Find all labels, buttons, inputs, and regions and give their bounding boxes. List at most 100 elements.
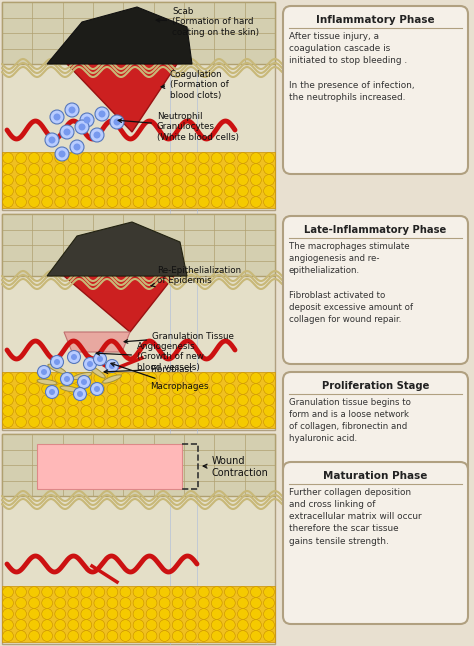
Circle shape [120, 384, 131, 395]
Polygon shape [67, 64, 177, 132]
Circle shape [251, 598, 261, 609]
Circle shape [133, 152, 144, 163]
Circle shape [94, 174, 105, 185]
Circle shape [42, 417, 53, 428]
Circle shape [133, 185, 144, 196]
Circle shape [55, 620, 65, 630]
Circle shape [264, 395, 274, 406]
Circle shape [120, 395, 131, 406]
Circle shape [172, 630, 183, 641]
Circle shape [60, 125, 74, 139]
Circle shape [264, 609, 274, 620]
Circle shape [55, 174, 65, 185]
Circle shape [185, 609, 196, 620]
Circle shape [107, 620, 118, 630]
Circle shape [94, 185, 105, 196]
Circle shape [81, 196, 91, 207]
Text: Macrophages: Macrophages [111, 363, 209, 391]
Circle shape [146, 196, 157, 207]
Circle shape [172, 609, 183, 620]
Circle shape [78, 375, 91, 388]
Circle shape [225, 384, 235, 395]
Circle shape [146, 395, 157, 406]
Polygon shape [64, 276, 174, 332]
Circle shape [146, 384, 157, 395]
Circle shape [198, 609, 209, 620]
Circle shape [185, 395, 196, 406]
Circle shape [133, 620, 144, 630]
Polygon shape [47, 7, 192, 64]
Circle shape [211, 598, 222, 609]
Circle shape [107, 417, 118, 428]
Circle shape [65, 103, 79, 117]
Circle shape [211, 196, 222, 207]
Circle shape [81, 174, 91, 185]
Circle shape [237, 384, 248, 395]
Circle shape [172, 185, 183, 196]
Circle shape [146, 185, 157, 196]
Circle shape [42, 587, 53, 598]
Circle shape [185, 384, 196, 395]
Circle shape [159, 152, 170, 163]
Circle shape [2, 395, 13, 406]
FancyBboxPatch shape [283, 462, 468, 624]
Circle shape [120, 163, 131, 174]
Circle shape [81, 406, 91, 417]
Bar [2, 2, 275, 210]
Circle shape [42, 163, 53, 174]
Circle shape [251, 609, 261, 620]
Text: The macrophages stimulate
angiogenesis and re-
epithelialization.

Fibroblast ac: The macrophages stimulate angiogenesis a… [289, 242, 413, 324]
FancyBboxPatch shape [283, 6, 468, 174]
Circle shape [198, 373, 209, 383]
Circle shape [133, 630, 144, 641]
Circle shape [68, 417, 79, 428]
Circle shape [58, 151, 65, 158]
Circle shape [185, 406, 196, 417]
Circle shape [2, 598, 13, 609]
Circle shape [251, 196, 261, 207]
Circle shape [42, 196, 53, 207]
Circle shape [50, 110, 64, 124]
Circle shape [185, 174, 196, 185]
Circle shape [16, 587, 27, 598]
Circle shape [2, 163, 13, 174]
Circle shape [159, 620, 170, 630]
Circle shape [120, 185, 131, 196]
Circle shape [120, 630, 131, 641]
Circle shape [198, 598, 209, 609]
Ellipse shape [102, 375, 121, 383]
Text: Fibroblast: Fibroblast [104, 364, 192, 373]
Circle shape [55, 609, 65, 620]
Circle shape [42, 395, 53, 406]
Circle shape [55, 163, 65, 174]
Circle shape [55, 152, 65, 163]
Circle shape [29, 598, 39, 609]
Circle shape [146, 417, 157, 428]
Circle shape [94, 395, 105, 406]
Circle shape [94, 386, 100, 392]
Circle shape [2, 417, 13, 428]
Circle shape [68, 185, 79, 196]
Circle shape [198, 185, 209, 196]
Circle shape [2, 620, 13, 630]
Circle shape [80, 113, 94, 127]
Circle shape [211, 609, 222, 620]
Circle shape [68, 620, 79, 630]
Circle shape [237, 598, 248, 609]
Text: Scab
(Formation of hard
coating on the skin): Scab (Formation of hard coating on the s… [156, 7, 259, 37]
Circle shape [198, 630, 209, 641]
Circle shape [29, 196, 39, 207]
Circle shape [68, 174, 79, 185]
Text: Late-Inflammatory Phase: Late-Inflammatory Phase [304, 225, 447, 235]
Circle shape [185, 373, 196, 383]
Circle shape [172, 373, 183, 383]
Circle shape [264, 174, 274, 185]
Circle shape [159, 185, 170, 196]
Circle shape [120, 609, 131, 620]
Circle shape [146, 587, 157, 598]
Circle shape [237, 174, 248, 185]
Circle shape [133, 609, 144, 620]
Circle shape [90, 128, 104, 142]
Circle shape [48, 136, 55, 143]
Circle shape [16, 152, 27, 163]
